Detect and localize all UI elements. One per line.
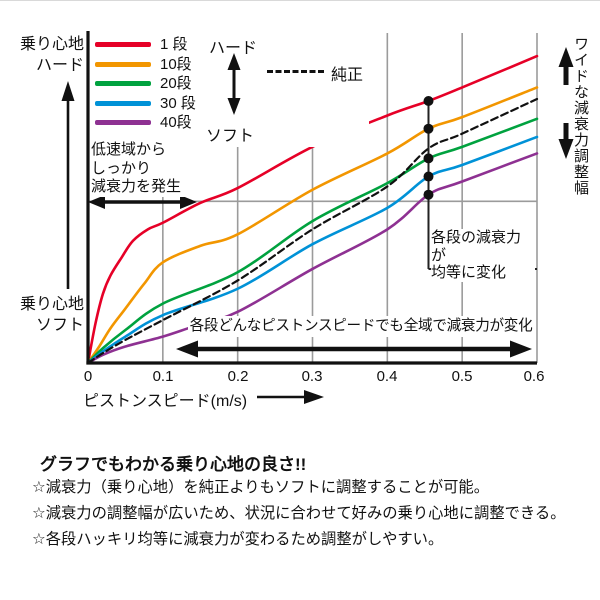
curve-30 段 xyxy=(86,135,539,365)
legend-label-1dan: 1 段 xyxy=(160,36,188,54)
full-range-arrow-head-left xyxy=(176,340,198,358)
legend-item-1dan: 1 段 xyxy=(93,35,196,55)
footer-bullet-2: ☆減衰力の調整幅が広いため、状況に合わせて好みの乗り心地に調整できる。 xyxy=(32,505,566,522)
x-axis-direction-arrow-head xyxy=(304,390,324,404)
equal-steps-note: 各段の減衰力が 均等に変化 xyxy=(431,229,535,282)
wide-range-down-arrow-head xyxy=(558,139,574,159)
y-axis-label-soft: 乗り心地 ソフト xyxy=(19,296,84,334)
wide-range-up-arrow-head xyxy=(558,47,574,67)
footer-bullet-3: ☆各段ハッキリ均等に減衰力が変わるため調整がしやすい。 xyxy=(32,531,444,548)
legend-label-20dan: 20段 xyxy=(160,75,192,93)
legend-item-30dan: 30 段 xyxy=(93,94,196,114)
x-tick-0-6: 0.6 xyxy=(523,368,545,385)
full-range-note: 各段どんなピストンスピードでも全域で減衰力が変化 xyxy=(188,316,534,337)
legend: 1 段 10段 20段 30 段 40段 xyxy=(91,33,369,147)
curve-1 段 xyxy=(86,54,539,365)
wide-adjustment-range-label: ワイドな減衰力調整幅 xyxy=(572,36,589,196)
x-tick-0-3: 0.3 xyxy=(301,368,323,385)
x-tick-0-4: 0.4 xyxy=(376,368,398,385)
legend-hard-label: ハード xyxy=(209,40,258,57)
curve-40段 xyxy=(86,152,539,365)
legend-item-20dan: 20段 xyxy=(93,74,196,94)
legend-label-10dan: 10段 xyxy=(160,55,192,73)
legend-soft-label: ソフト xyxy=(206,128,255,145)
x-axis-title: ピストンスピード(m/s) xyxy=(83,393,248,410)
curve-20段 xyxy=(86,117,539,365)
legend-item-40dan: 40段 xyxy=(93,113,196,133)
low-speed-note: 低速域から しっかり 減衰力を発生 xyxy=(91,141,199,197)
x-tick-0: 0 xyxy=(83,368,93,385)
legend-label-stock: 純正 xyxy=(331,67,364,84)
x-tick-0-2: 0.2 xyxy=(227,368,249,385)
legend-label-40dan: 40段 xyxy=(160,114,192,132)
legend-swatch-40dan xyxy=(95,120,151,126)
y-axis-label-hard: 乗り心地 ハード xyxy=(19,36,84,74)
axes xyxy=(86,31,537,365)
curve-純正 xyxy=(86,97,539,365)
legend-rows: 1 段 10段 20段 30 段 40段 xyxy=(93,35,196,133)
legend-label-30dan: 30 段 xyxy=(160,94,196,112)
legend-swatch-20dan xyxy=(95,81,151,87)
low-speed-range-arrow-head-left xyxy=(88,195,105,209)
legend-swatch-30dan xyxy=(95,100,151,106)
x-tick-0-5: 0.5 xyxy=(451,368,473,385)
chart-canvas xyxy=(61,31,574,404)
legend-swatch-10dan xyxy=(95,61,151,67)
full-range-arrow-head-right xyxy=(510,340,532,358)
annotation-arrows xyxy=(61,47,574,404)
damping-force-chart: 乗り心地 ハード 乗り心地 ソフト 1 段 10段 20段 30 段 xyxy=(0,1,600,431)
x-tick-0-1: 0.1 xyxy=(152,368,174,385)
low-speed-range-arrow-head-right xyxy=(180,195,197,209)
footer-bullet-1: ☆減衰力（乗り心地）を純正よりもソフトに調整することが可能。 xyxy=(32,479,490,496)
legend-swatch-1dan xyxy=(95,42,151,48)
soft-to-hard-arrow-head xyxy=(61,81,75,101)
footer-title: グラフでもわかる乗り心地の良さ!! xyxy=(40,455,307,474)
legend-item-10dan: 10段 xyxy=(93,55,196,75)
legend-swatch-stock xyxy=(267,70,324,73)
hard-soft-double-arrow xyxy=(227,53,241,115)
